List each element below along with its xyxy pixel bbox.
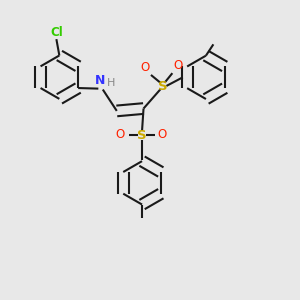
Text: Cl: Cl xyxy=(50,26,63,38)
Text: O: O xyxy=(173,59,182,72)
Text: O: O xyxy=(157,128,167,141)
Text: H: H xyxy=(107,78,115,88)
Text: N: N xyxy=(95,74,106,87)
Text: O: O xyxy=(116,128,125,141)
Text: S: S xyxy=(158,80,168,93)
Text: O: O xyxy=(140,61,149,74)
Text: S: S xyxy=(137,129,147,142)
